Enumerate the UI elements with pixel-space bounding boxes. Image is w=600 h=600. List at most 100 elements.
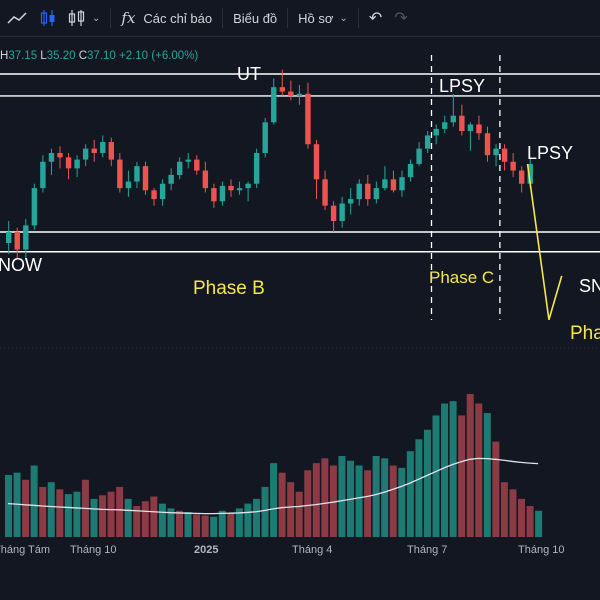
volume-bar [270,463,278,537]
candle-body [510,161,516,171]
profile-menu-button[interactable]: Hồ sơ ⌄ [292,0,354,36]
annotation-lpsy-2: LPSY [527,143,573,163]
annotation-phase-d: Pha [570,323,600,344]
candle-body [262,122,268,153]
change-value: +2.10 (+6.00%) [118,50,199,62]
annotation-ut: UT [237,64,261,84]
toolbar-divider [287,8,289,28]
volume-bar [124,498,132,537]
x-axis-tick-label: Tháng 10 [518,544,564,556]
candle-body [365,183,371,200]
volume-bar [483,413,491,537]
candle-body [14,232,20,250]
candle-body [356,183,362,200]
candle-body [211,188,217,202]
candle-body [117,159,123,189]
volume-bar [99,495,107,537]
line-chart-icon [7,12,27,24]
candle-body [134,166,140,182]
candle-body [279,87,285,92]
volume-bar [150,496,158,537]
volume-bar [338,455,346,537]
close-label: C [78,50,87,62]
volume-bar [372,455,380,537]
volume-bar [218,510,226,537]
undo-icon: ↶ [368,10,383,27]
high-label: H [0,50,9,62]
candle-body [442,122,448,129]
candle-body [40,161,46,189]
function-icon: fx [121,9,136,27]
volume-bar [107,491,115,537]
candlestick-icon [40,10,55,26]
volume-bar [364,470,372,537]
candle-body [57,153,63,158]
candle-body [125,181,132,189]
candle-body [407,163,414,178]
candle-body [450,115,456,123]
line-chart-type-button[interactable] [0,0,34,36]
redo-button[interactable]: ↷ [388,0,413,36]
x-axis-tick-label: 2025 [194,544,218,556]
volume-bar [39,486,47,537]
candle-body [236,188,243,191]
volume-bar [449,401,457,537]
candle-body [322,179,328,206]
projection-path-line [526,163,563,321]
volume-bar [295,491,303,537]
candle-body [142,166,149,191]
candle-body [288,91,294,96]
candle-body [177,161,183,175]
volume-bar [475,403,483,537]
candle-body [313,144,320,180]
annotation-phase-c: Phase C [429,268,494,287]
candle-body [151,190,157,200]
x-axis-tick-label: Tháng 10 [70,544,116,556]
volume-bar [278,472,286,537]
volume-bar [509,489,517,537]
chart-menu-button[interactable]: Biểu đồ [227,0,283,36]
volume-bar [81,479,89,537]
candle-body [339,203,345,222]
undo-button[interactable]: ↶ [363,0,388,36]
candle-body [390,179,397,191]
indicators-button[interactable]: fx Các chỉ báo [115,0,218,36]
x-axis-tick-label: Tháng 4 [292,544,332,556]
volume-bar [5,475,12,537]
candle-body [399,177,405,191]
volume-bar [304,470,312,537]
volume-bar [201,515,209,537]
candle-body [194,159,200,171]
low-label: L [40,50,47,62]
candle-body [159,183,166,200]
candle-body [6,232,12,243]
volume-bar [415,439,423,537]
profile-menu-label: Hồ sơ [298,10,334,26]
candle-body [82,148,89,160]
annotation-phase-b: Phase B [193,278,265,299]
volume-bar [56,489,64,537]
candle-body [253,153,260,184]
candle-body [382,179,388,189]
toolbar-divider [110,8,112,28]
x-axis-tick-label: Tháng Tám [0,544,50,556]
volume-bar [141,501,149,537]
candle-body [484,133,491,156]
candle-chart-type-button[interactable] [34,0,62,36]
x-axis-tick-label: Tháng 7 [407,544,447,556]
volume-bar [389,465,397,537]
candle-body [519,170,525,184]
candle-body [373,188,380,200]
candle-body [48,153,55,162]
bar-chart-type-button[interactable]: ⌄ [62,0,106,36]
volume-bar [244,503,252,537]
volume-bar [116,486,124,537]
volume-bar [167,508,175,537]
candle-body [476,124,482,134]
toolbar-divider [357,8,359,28]
candle-body [348,199,354,204]
candle-body [219,185,226,202]
candle-body [424,135,431,149]
volume-bar [406,451,414,537]
